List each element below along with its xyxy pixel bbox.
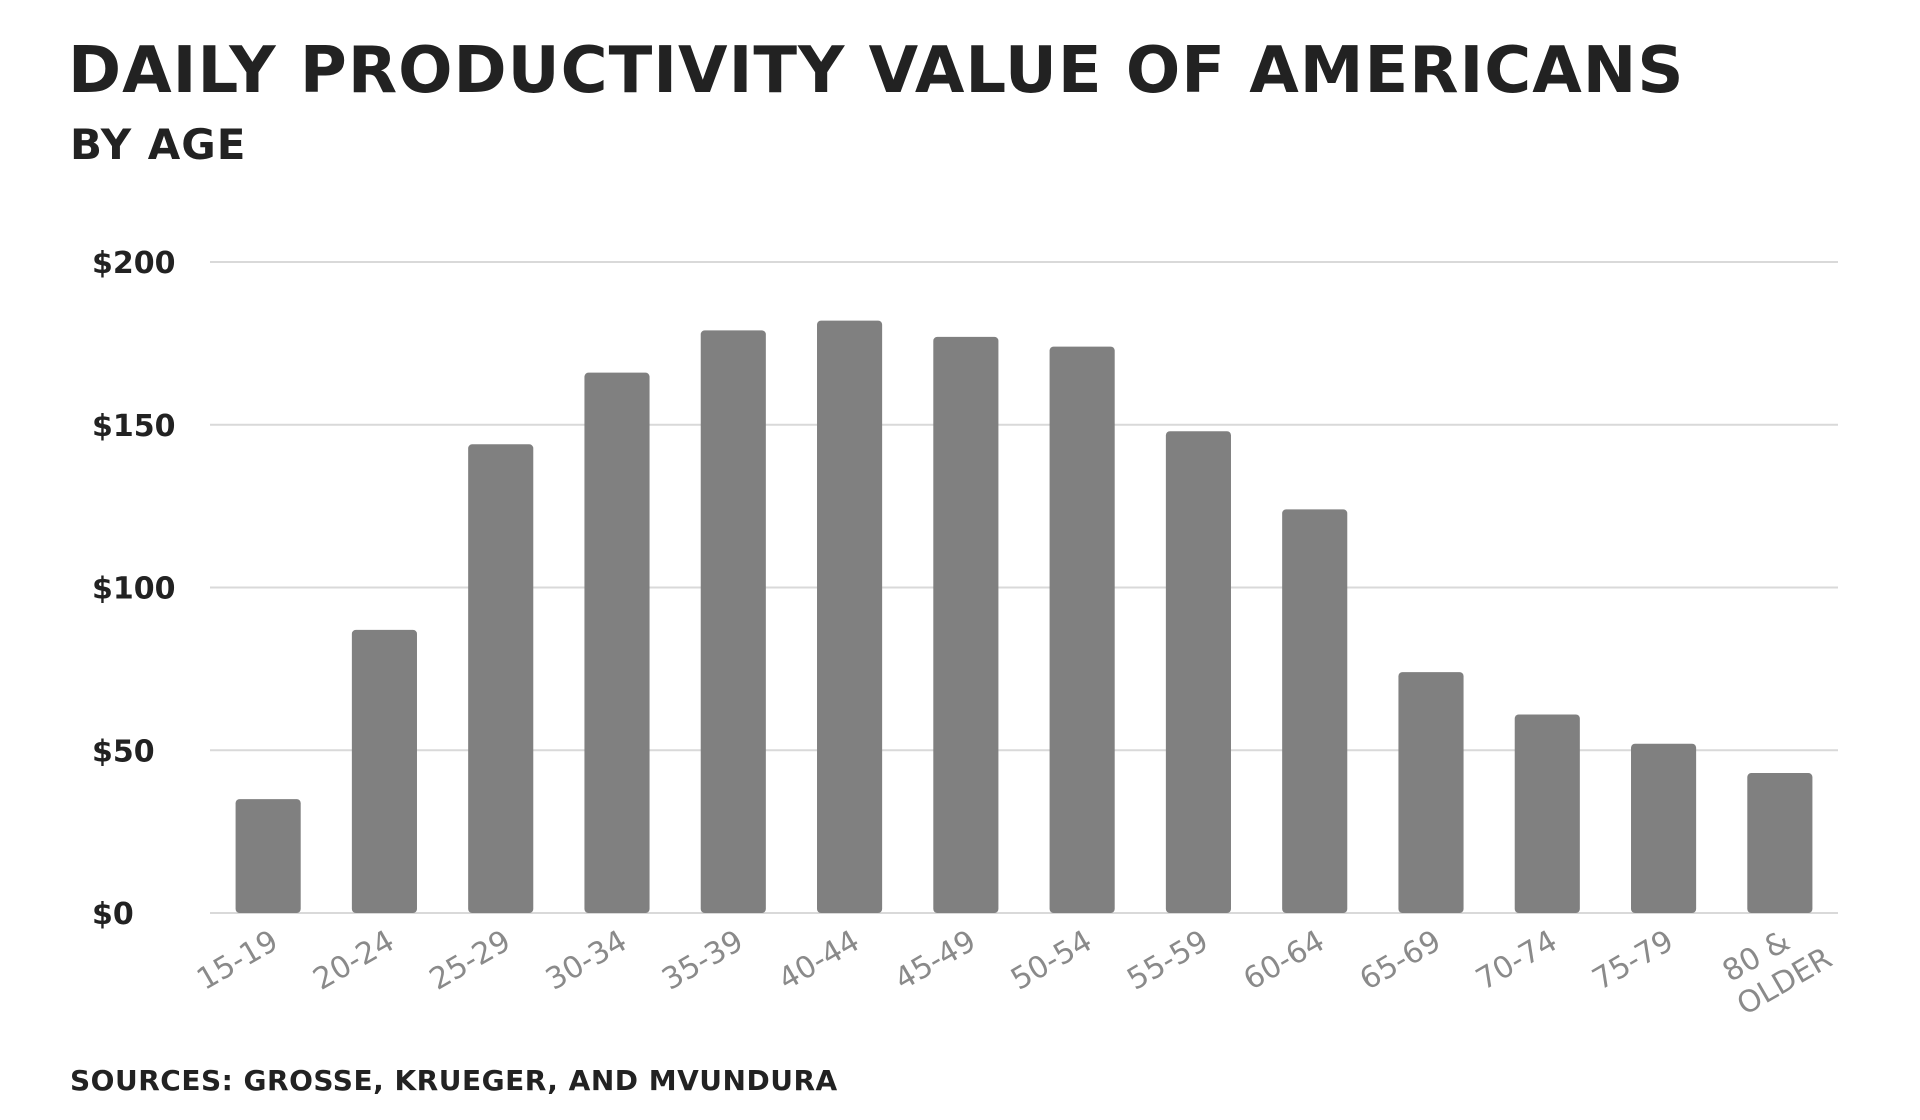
- x-tick-label: 15-19: [191, 924, 284, 998]
- x-tick-text: 30-34: [540, 924, 633, 998]
- bar: [468, 444, 534, 913]
- x-tick-label: 50-54: [1005, 924, 1098, 998]
- x-tick-text: 60-64: [1238, 924, 1331, 998]
- bar: [1398, 672, 1464, 913]
- bar: [351, 629, 417, 913]
- y-tick-label: $50: [92, 734, 155, 769]
- bar: [235, 799, 301, 913]
- x-tick-label: 55-59: [1121, 924, 1214, 998]
- bar: [700, 330, 766, 914]
- y-tick-label: $100: [92, 572, 176, 607]
- bar: [584, 372, 650, 913]
- x-tick-text: 35-39: [656, 924, 749, 998]
- bar: [1514, 714, 1580, 913]
- x-tick-label: 75-79: [1587, 924, 1680, 998]
- y-tick-label: $0: [92, 897, 134, 932]
- bar: [1049, 346, 1115, 913]
- x-tick-text: 40-44: [773, 924, 866, 998]
- x-tick-text: 65-69: [1354, 924, 1447, 998]
- chart-title: DAILY PRODUCTIVITY VALUE OF AMERICANS: [68, 34, 1685, 108]
- bars: [235, 320, 1813, 914]
- x-tick-label: 70-74: [1470, 924, 1563, 998]
- x-tick-label: 40-44: [773, 924, 866, 998]
- y-tick-label: $150: [92, 409, 176, 444]
- bar: [1631, 743, 1697, 913]
- x-tick-text: 50-54: [1005, 924, 1098, 998]
- x-tick-label: 35-39: [656, 924, 749, 998]
- x-tick-text: 15-19: [191, 924, 284, 998]
- x-tick-text: 25-29: [424, 924, 517, 998]
- x-tick-text: 20-24: [307, 924, 400, 998]
- x-tick-label: 20-24: [307, 924, 400, 998]
- x-tick-label: 60-64: [1238, 924, 1331, 998]
- x-tick-text: 70-74: [1470, 924, 1563, 998]
- x-tick-label: 45-49: [889, 924, 982, 998]
- y-tick-label: $200: [92, 246, 176, 281]
- bar: [1165, 431, 1231, 913]
- bar: [1282, 509, 1348, 913]
- x-tick-label: 80 &OLDER: [1713, 910, 1838, 1023]
- chart-source: SOURCES: GROSSE, KRUEGER, AND MVUNDURA: [70, 1064, 838, 1097]
- x-tick-label: 65-69: [1354, 924, 1447, 998]
- x-tick-text: 55-59: [1121, 924, 1214, 998]
- y-axis-ticks: $0 $50 $100 $150 $200: [92, 246, 176, 932]
- x-tick-label: 25-29: [424, 924, 517, 998]
- x-tick-text: 45-49: [889, 924, 982, 998]
- bar: [1747, 773, 1813, 913]
- chart-subtitle: BY AGE: [70, 120, 247, 169]
- x-tick-label: 30-34: [540, 924, 633, 998]
- x-axis-ticks: 15-19 20-24 25-29 30-34 35-39 40-44 45-49 50-54…: [191, 910, 1838, 1023]
- bar: [817, 320, 883, 914]
- bar: [933, 336, 999, 913]
- x-tick-text: 80 &OLDER: [1713, 910, 1838, 1023]
- x-tick-text: 75-79: [1587, 924, 1680, 998]
- gridlines: [210, 261, 1838, 914]
